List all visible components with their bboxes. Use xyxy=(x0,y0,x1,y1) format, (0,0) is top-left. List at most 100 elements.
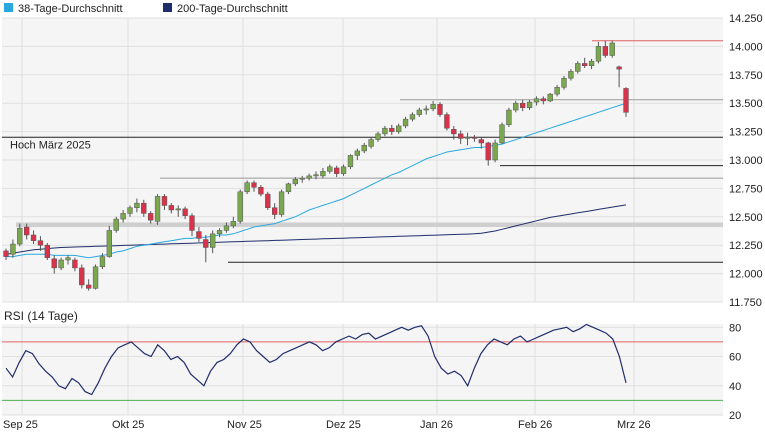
rsi-chart: RSI (14 Tage) 20 40 60 80 xyxy=(2,309,741,422)
candle-body-67 xyxy=(458,133,464,139)
candle-body-31 xyxy=(210,233,216,248)
candle-body-88 xyxy=(602,46,608,56)
candle-body-28 xyxy=(189,215,195,231)
candle-body-64 xyxy=(437,104,443,115)
candle-body-70 xyxy=(478,139,484,144)
price-y-tick-label-10: 14.000 xyxy=(729,41,763,53)
candle-body-44 xyxy=(299,177,305,180)
candle-body-78 xyxy=(533,98,540,103)
candle-body-51 xyxy=(347,155,354,168)
candle-body-56 xyxy=(382,127,388,135)
candle-body-77 xyxy=(526,101,533,108)
price-y-tick-label-3: 12.250 xyxy=(729,240,763,252)
candle-body-60 xyxy=(409,114,416,120)
candle-body-26 xyxy=(175,208,181,211)
price-y-tick-label-8: 13.500 xyxy=(729,98,763,110)
candle-body-16 xyxy=(106,230,112,257)
candle-body-45 xyxy=(306,175,312,179)
candle-body-38 xyxy=(258,187,264,195)
candle-body-66 xyxy=(451,129,457,135)
candle-body-71 xyxy=(485,142,491,161)
rsi-y-tick-label-1: 20 xyxy=(729,410,741,422)
price-y-tick-label-9: 13.750 xyxy=(729,70,763,82)
candle-body-25 xyxy=(168,205,174,211)
candle-body-75 xyxy=(513,102,519,111)
price-y-tick-label-7: 13.250 xyxy=(729,127,763,139)
candle-body-80 xyxy=(547,93,553,102)
candle-body-57 xyxy=(389,127,395,132)
price-y-tick-label-5: 12.750 xyxy=(729,183,763,195)
legend-swatch-1 xyxy=(4,3,13,12)
candle-body-9 xyxy=(58,259,64,269)
candle-body-39 xyxy=(265,193,271,208)
candle-body-69 xyxy=(471,137,478,139)
candle-body-50 xyxy=(340,166,347,174)
candle-body-19 xyxy=(127,207,133,214)
candle-body-29 xyxy=(196,231,202,239)
legend-swatch-2 xyxy=(163,3,172,12)
candle-body-61 xyxy=(416,109,422,115)
candle-body-43 xyxy=(292,179,298,185)
candle-body-55 xyxy=(375,133,381,140)
candle-body-34 xyxy=(230,221,236,227)
rsi-title: RSI (14 Tage) xyxy=(4,309,78,323)
x-axis: Sep 25 Okt 25 Nov 25 Dez 25 Jan 26 Feb 26 Mrz … xyxy=(3,419,651,431)
candle-body-90 xyxy=(616,66,622,70)
candle-body-17 xyxy=(113,218,119,231)
rsi-y-tick-label-3: 60 xyxy=(729,352,741,364)
candle-body-37 xyxy=(251,182,257,188)
candle-body-18 xyxy=(120,213,126,220)
candle-body-35 xyxy=(237,191,243,222)
candle-body-40 xyxy=(272,207,278,215)
candle-body-10 xyxy=(65,257,71,261)
candle-body-82 xyxy=(561,77,567,88)
candle-body-7 xyxy=(44,244,50,258)
candle-body-74 xyxy=(506,109,512,126)
candle-body-12 xyxy=(79,267,85,286)
candle-body-72 xyxy=(492,142,498,161)
rsi-plot-background xyxy=(2,324,723,415)
x-tick-label-1: Sep 25 xyxy=(3,419,38,430)
candle-body-36 xyxy=(244,182,250,193)
x-tick-label-5: Jan 26 xyxy=(420,419,453,430)
candle-body-58 xyxy=(396,125,402,132)
candle-body-2 xyxy=(10,243,16,255)
price-y-tick-label-1: 11.750 xyxy=(729,297,762,309)
legend-label-2: 200-Tage-Durchschnitt xyxy=(177,3,288,15)
candle-body-81 xyxy=(554,87,560,95)
candle-body-86 xyxy=(588,60,595,66)
candle-body-46 xyxy=(313,174,319,177)
candle-body-22 xyxy=(148,213,154,221)
candle-body-54 xyxy=(368,139,374,147)
candle-body-13 xyxy=(86,284,92,289)
x-tick-label-4: Dez 25 xyxy=(326,419,361,430)
rsi-y-tick-label-4: 80 xyxy=(729,322,741,334)
candle-body-27 xyxy=(182,208,188,216)
candle-body-32 xyxy=(216,230,223,235)
candle-body-11 xyxy=(72,259,78,269)
price-y-tick-label-11: 14.250 xyxy=(729,13,763,25)
x-tick-label-6: Feb 26 xyxy=(518,419,552,430)
candle-body-76 xyxy=(520,102,526,108)
candle-body-91 xyxy=(623,88,629,113)
annotation-label-hoch-maerz: Hoch März 2025 xyxy=(10,139,91,151)
legend-label-1: 38-Tage-Durchschnitt xyxy=(18,3,123,15)
candle-body-83 xyxy=(568,71,574,79)
candle-body-63 xyxy=(430,104,436,110)
candle-body-68 xyxy=(464,137,471,139)
candle-body-30 xyxy=(203,239,209,248)
price-y-tick-label-4: 12.500 xyxy=(729,212,763,224)
candle-body-5 xyxy=(30,234,37,241)
support-zone xyxy=(16,222,723,228)
candle-body-41 xyxy=(278,191,285,215)
candle-body-47 xyxy=(320,171,326,177)
candle-body-59 xyxy=(402,118,409,127)
candle-body-4 xyxy=(24,226,30,236)
candle-body-1 xyxy=(3,250,9,257)
candle-body-85 xyxy=(582,63,588,66)
x-tick-label-7: Mrz 26 xyxy=(617,419,651,430)
candle-body-15 xyxy=(99,256,106,268)
candle-body-42 xyxy=(285,183,292,193)
candle-body-23 xyxy=(154,196,161,222)
candle-body-6 xyxy=(37,240,44,246)
